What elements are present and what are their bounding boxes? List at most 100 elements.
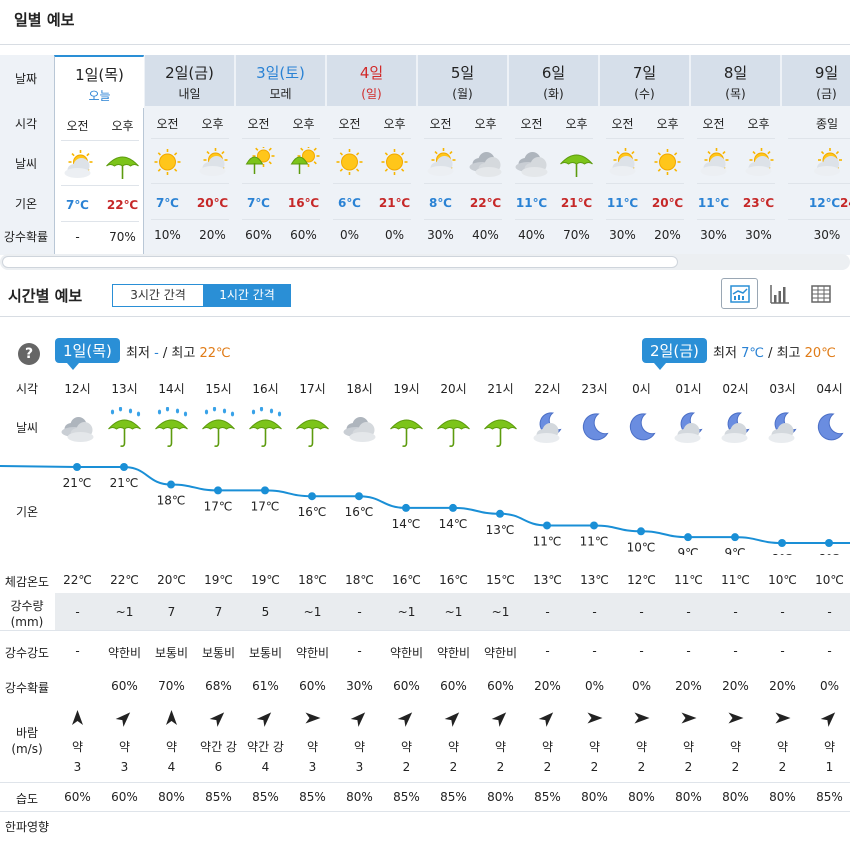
- max-value: 22℃: [199, 346, 231, 361]
- wind-strength: 약: [306, 740, 319, 754]
- time-label: 오후: [383, 117, 406, 131]
- pop-value: 10%: [154, 228, 181, 242]
- moon-cloud-icon: [712, 407, 759, 447]
- pop-value: 20%: [654, 228, 681, 242]
- day-header: 8일 (목): [691, 55, 780, 106]
- feels-like: 19℃: [204, 573, 233, 587]
- daily-column-1[interactable]: 1일(목) 오늘 오전 - 오후 70% 7℃ 22℃: [54, 55, 144, 255]
- horizontal-scrollbar[interactable]: [0, 254, 850, 270]
- moon-icon: [806, 407, 850, 447]
- day-header: 3일(토) 모레: [236, 55, 325, 106]
- day-sub-label: 오늘: [88, 89, 111, 103]
- min-value: 7℃: [741, 346, 764, 361]
- interval-1h-button[interactable]: 1시간 간격: [203, 284, 291, 307]
- time-label: 오전: [429, 117, 452, 131]
- precip-intensity: 약한비: [107, 646, 142, 660]
- daily-column-8[interactable]: 8일 (목) 오전 30% 오후 30% 11℃ 23℃: [691, 55, 781, 255]
- humidity: 85%: [534, 790, 561, 804]
- help-icon[interactable]: ?: [18, 343, 40, 365]
- temp-label: 9℃: [677, 546, 698, 555]
- bar-chart-view-button[interactable]: [761, 278, 798, 309]
- feels-like: 16℃: [392, 573, 421, 587]
- time-label: 오전: [247, 117, 270, 131]
- cloud-icon: [509, 147, 554, 177]
- min-temp: 11℃: [697, 196, 730, 210]
- temp-point: [590, 521, 598, 530]
- hourly-label-time: 시각: [15, 382, 39, 396]
- humidity: 80%: [581, 790, 608, 804]
- daily-column-9[interactable]: 9일 (금) 종일 30% 12℃24: [782, 55, 850, 255]
- wind-direction-icon: [289, 708, 336, 728]
- wind-speed: 2: [449, 760, 458, 774]
- wind-strength: 약: [71, 740, 84, 754]
- row-sep: [242, 219, 320, 220]
- pop-value: 30%: [609, 228, 636, 242]
- max-temp: 23℃: [742, 196, 775, 210]
- day-header: 2일(금) 내일: [145, 55, 234, 106]
- min-temp: 6℃: [338, 196, 361, 210]
- graph-view-button[interactable]: [721, 278, 758, 309]
- cloud-icon: [54, 407, 101, 447]
- daily-column-2[interactable]: 2일(금) 내일 오전 10% 오후 20% 7℃ 20℃: [145, 55, 235, 255]
- day-header: 5일 (월): [418, 55, 507, 106]
- temp-point: [308, 492, 316, 501]
- pop-value: 40%: [518, 228, 545, 242]
- daily-column-5[interactable]: 5일 (월) 오전 30% 오후 40% 8℃ 22℃: [418, 55, 508, 255]
- daily-column-7[interactable]: 7일 (수) 오전 30% 오후 20% 11℃ 20℃: [600, 55, 690, 255]
- temp-point: [731, 533, 739, 542]
- hour-time: 20시: [440, 382, 467, 396]
- wind-direction-icon: [571, 708, 618, 728]
- hour-time: 23시: [581, 382, 608, 396]
- daily-column-6[interactable]: 6일 (화) 오전 40% 오후 70% 11℃ 21℃: [509, 55, 599, 255]
- precip-intensity: 보통비: [154, 646, 189, 660]
- day-label: 6일: [541, 64, 566, 82]
- min-max-1: 최저 - / 최고 22℃: [126, 346, 231, 361]
- interval-3h-button[interactable]: 3시간 간격: [112, 284, 204, 307]
- humidity: 60%: [111, 790, 138, 804]
- precip-prob: 60%: [393, 679, 420, 693]
- cloud-icon: [336, 407, 383, 447]
- wind-speed: 2: [496, 760, 505, 774]
- divider: [0, 630, 850, 631]
- time-label: 오후: [656, 117, 679, 131]
- wind-strength: 약: [823, 740, 836, 754]
- day-header: 7일 (수): [600, 55, 689, 106]
- day-label: 4일: [359, 64, 384, 82]
- wind-direction-icon: [54, 708, 101, 728]
- pop-value: 30%: [427, 228, 454, 242]
- sun-cloud-icon: [55, 149, 100, 179]
- min-temp: 7℃: [66, 198, 89, 212]
- wind-direction-icon: [618, 708, 665, 728]
- sun-umbrella-icon: [236, 145, 281, 177]
- pop-value: 0%: [339, 228, 360, 242]
- temp-label: 17℃: [204, 499, 233, 513]
- daily-column-3[interactable]: 3일(토) 모레 오전 60% 오후 60% 7℃ 16℃: [236, 55, 326, 255]
- time-label: 오전: [702, 117, 725, 131]
- precip-intensity: -: [780, 644, 785, 658]
- wind-strength: 약: [165, 740, 178, 754]
- moon-cloud-icon: [665, 407, 712, 447]
- wind-strength: 약: [118, 740, 131, 754]
- hour-time: 14시: [158, 382, 185, 396]
- temp-label: 17℃: [251, 499, 280, 513]
- wind-speed: 4: [261, 760, 270, 774]
- wind-direction-icon: [665, 708, 712, 728]
- hourly-label-weather: 날씨: [15, 421, 39, 435]
- precip-amount: ~1: [491, 605, 510, 619]
- precip-intensity: -: [592, 644, 597, 658]
- precip-prob: 60%: [299, 679, 326, 693]
- daily-column-4[interactable]: 4일 (일) 오전 0% 오후 0% 6℃ 21℃: [327, 55, 417, 255]
- wind-strength: 약: [682, 740, 695, 754]
- row-sep: [424, 183, 502, 184]
- temp-label: 14℃: [439, 517, 468, 531]
- scrollbar-thumb[interactable]: [2, 256, 678, 268]
- max-temp: 20℃: [651, 196, 684, 210]
- hourly-label-precip-unit: (mm): [10, 615, 44, 629]
- temp-label: 21℃: [110, 476, 139, 490]
- precip-intensity: 약한비: [483, 646, 518, 660]
- humidity: 80%: [722, 790, 749, 804]
- table-view-button[interactable]: [802, 278, 839, 309]
- row-label-pop: 강수확률: [3, 230, 49, 244]
- row-sep: [424, 138, 502, 139]
- sun-icon: [145, 147, 190, 177]
